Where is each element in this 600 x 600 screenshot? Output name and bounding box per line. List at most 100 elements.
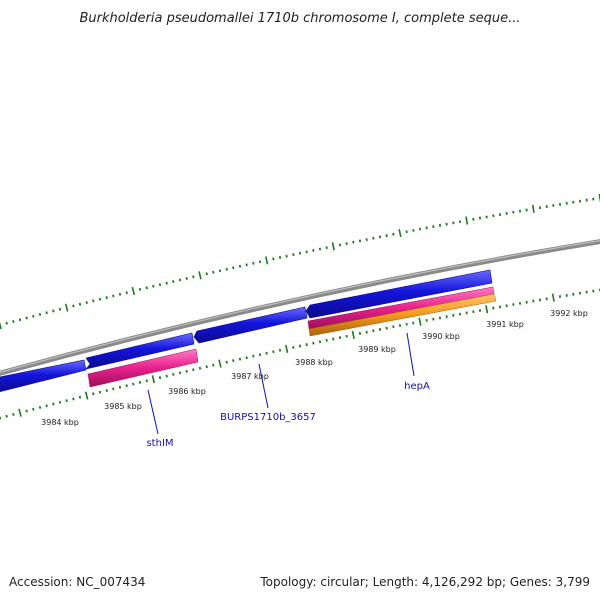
minor-tick: [425, 226, 428, 230]
minor-tick: [325, 338, 328, 342]
minor-tick: [258, 353, 262, 357]
major-tick: [465, 216, 469, 225]
cds-feature-3[interactable]: [193, 306, 308, 344]
minor-tick: [65, 399, 68, 403]
cds-feature-2[interactable]: [85, 332, 195, 370]
minor-tick: [505, 304, 508, 308]
minor-tick: [338, 243, 342, 247]
topology-text: Topology: circular; Length: 4,126,292 bp…: [259, 575, 590, 589]
minor-tick: [152, 284, 155, 288]
minor-tick: [265, 351, 268, 355]
minor-tick: [225, 360, 228, 364]
scale-label: 3988 kbp: [295, 358, 333, 367]
minor-tick: [18, 318, 22, 322]
gene-sthIM-bar[interactable]: [87, 348, 199, 388]
minor-tick: [98, 297, 102, 301]
gene-label-sthIM[interactable]: sthIM: [146, 438, 173, 449]
minor-tick: [52, 402, 55, 406]
minor-tick: [98, 390, 102, 394]
gene-label-hepA[interactable]: hepA: [404, 381, 430, 392]
minor-tick: [172, 280, 175, 284]
major-tick: [418, 317, 422, 326]
minor-tick: [432, 317, 435, 321]
major-tick: [398, 228, 402, 238]
scale-label: 3987 kbp: [231, 372, 269, 381]
minor-tick: [318, 340, 322, 344]
minor-tick: [38, 405, 42, 409]
minor-tick: [32, 407, 35, 411]
minor-tick: [272, 350, 275, 354]
minor-tick: [118, 292, 122, 296]
minor-tick: [72, 304, 75, 308]
leader-line-hepA: [406, 332, 415, 377]
minor-tick: [72, 397, 75, 401]
scale-label: 3992 kbp: [550, 309, 588, 318]
minor-tick: [432, 225, 435, 229]
leader-line-sthIM: [147, 389, 159, 435]
map-title: Burkholderia pseudomallei 1710b chromoso…: [79, 11, 520, 26]
minor-tick: [332, 337, 335, 341]
scale-label: 3989 kbp: [358, 345, 396, 354]
minor-tick: [252, 261, 255, 265]
minor-tick: [252, 354, 255, 358]
minor-tick: [525, 208, 528, 212]
minor-tick: [218, 269, 222, 273]
minor-tick: [232, 266, 235, 270]
major-tick: [218, 359, 222, 368]
gene-label-burps1710b-3657[interactable]: BURPS1710b_3657: [220, 412, 316, 423]
minor-tick: [532, 299, 535, 303]
minor-tick: [245, 356, 248, 360]
minor-tick: [372, 236, 375, 240]
minor-tick: [405, 230, 408, 234]
minor-tick: [178, 278, 182, 282]
minor-tick: [5, 321, 8, 325]
leader-line-burps: [258, 363, 269, 409]
minor-tick: [78, 302, 82, 306]
minor-tick: [365, 238, 368, 241]
minor-tick: [52, 309, 55, 313]
minor-tick: [172, 372, 175, 376]
minor-tick: [198, 366, 202, 370]
minor-tick: [425, 318, 428, 322]
cds-feature-1[interactable]: [0, 359, 87, 393]
major-tick: [84, 391, 89, 400]
minor-tick: [25, 409, 28, 413]
minor-tick: [205, 272, 208, 276]
minor-tick: [505, 211, 508, 215]
minor-tick: [492, 214, 495, 218]
minor-tick: [245, 263, 248, 267]
minor-tick: [285, 254, 288, 258]
gene-orange-bar[interactable]: [308, 293, 497, 337]
minor-tick: [305, 343, 308, 347]
scale-label: 3990 kbp: [422, 332, 460, 341]
minor-tick: [325, 246, 328, 250]
minor-tick: [258, 260, 262, 264]
minor-tick: [112, 294, 115, 298]
scale-label: 3984 kbp: [41, 418, 79, 427]
minor-tick: [298, 251, 302, 255]
minor-tick: [378, 235, 382, 239]
minor-tick: [12, 319, 15, 323]
scale-label: 3991 kbp: [486, 320, 524, 329]
minor-tick: [45, 404, 48, 408]
minor-tick: [345, 242, 348, 245]
chromosome-backbone: [0, 239, 600, 376]
major-tick: [151, 375, 156, 384]
major-tick: [265, 256, 269, 265]
minor-tick: [185, 276, 188, 280]
minor-tick: [138, 287, 142, 291]
minor-tick: [205, 365, 208, 369]
major-tick: [351, 330, 355, 339]
accession-text: Accession: NC_007434: [9, 575, 145, 589]
minor-tick: [212, 363, 215, 367]
minor-tick: [192, 275, 195, 279]
major-tick: [198, 271, 202, 280]
major-tick: [331, 242, 335, 251]
minor-tick: [312, 341, 315, 345]
major-tick: [485, 305, 489, 314]
minor-tick: [105, 296, 108, 300]
minor-tick: [512, 303, 515, 306]
cds-feature-4[interactable]: [305, 269, 493, 319]
